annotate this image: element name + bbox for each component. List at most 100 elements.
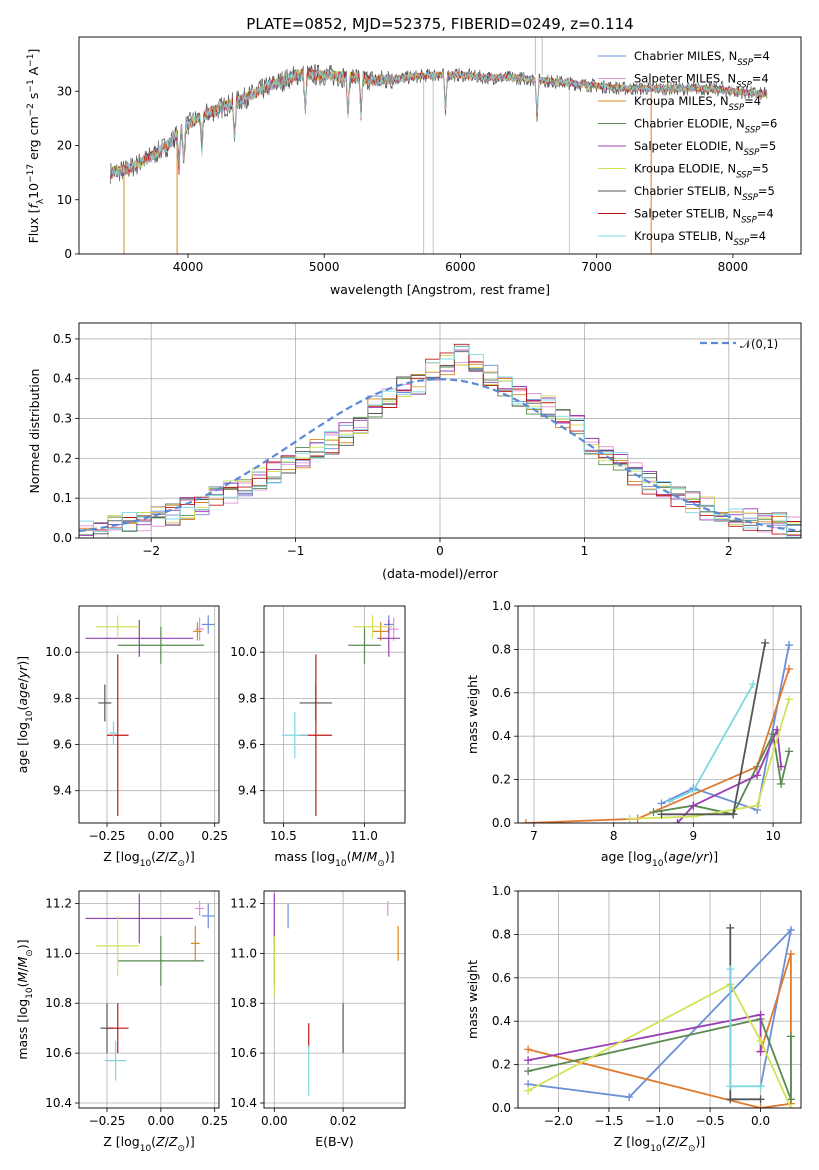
y-tick-label: 10.8 — [230, 996, 257, 1010]
x-tick-label: 8 — [610, 829, 618, 843]
legend-label: Salpeter MILES, NSSP=4 — [634, 72, 769, 91]
x-tick-label: −1.5 — [594, 1114, 623, 1128]
x-tick-label: −0.25 — [89, 829, 126, 843]
y-tick-label: 10.0 — [45, 645, 72, 659]
weight-marker — [665, 797, 674, 806]
label-part: / — [675, 1134, 680, 1149]
y-tick-label: 0.2 — [492, 773, 511, 787]
y-tick-label: 1.0 — [492, 884, 511, 898]
weight-marker — [777, 762, 786, 771]
weight-line — [661, 642, 766, 816]
axis-label: mass [log10(M/M⊙)] — [274, 849, 394, 869]
label-part: Z — [155, 1134, 165, 1149]
spectrum-line — [110, 68, 768, 178]
label-part: 10 — [26, 183, 41, 199]
x-tick-label: 0.00 — [147, 829, 174, 843]
label-part: / — [165, 849, 170, 864]
label-part: −2 — [26, 103, 36, 116]
y-tick-label: 1.0 — [492, 599, 511, 613]
x-tick-label: 0.0 — [751, 1114, 770, 1128]
weight-line — [527, 927, 793, 1099]
x-tick-label: 7 — [530, 829, 538, 843]
legend-num: =5 — [758, 184, 775, 198]
weight-marker — [785, 641, 794, 650]
y-tick-label: 0.0 — [53, 531, 72, 545]
weight-marker — [786, 1104, 795, 1108]
label-part: M — [15, 956, 30, 967]
legend-sub: SSP — [737, 58, 753, 68]
y-axis-label: mass weight — [465, 960, 480, 1039]
legend-label: Chabrier STELIB, NSSP=5 — [634, 184, 775, 203]
y-tick-label: 11.2 — [45, 896, 72, 910]
label-part: E(B-V) — [315, 1134, 354, 1149]
chart-age-vs-Z: −0.25 0.00 0.259.49.69.810.0Z [log10(Z/Z⊙)… — [15, 605, 228, 869]
label-part: erg cm — [26, 116, 41, 164]
plot-frame — [263, 890, 406, 1109]
weight-marker — [689, 786, 698, 795]
axis-label: Flux [fλ10−17 erg cm−2 s−1 A−1] — [26, 49, 46, 244]
chart-residuals: −2 −1 0 1 2 0.0 0.1 0.2 0.3 0.4 0.5 𝒩(0,1) (data-mod… — [27, 322, 802, 581]
weight-marker — [786, 1032, 795, 1041]
weight-marker — [524, 1086, 533, 1095]
x-tick-label: 0.25 — [201, 1114, 228, 1128]
weight-marker — [521, 819, 530, 823]
label-part: 10 — [650, 1144, 662, 1154]
weight-marker — [726, 1082, 735, 1091]
axis-label: Z [log10(Z/Z⊙)] — [103, 1134, 195, 1154]
x-tick-label: −0.25 — [89, 1114, 126, 1128]
legend-label: Kroupa MILES, NSSP=4 — [634, 94, 761, 113]
x-tick-label: −0.5 — [695, 1114, 724, 1128]
y-tick-label: 0.8 — [492, 927, 511, 941]
legend-label: Kroupa STELIB, NSSP=4 — [634, 229, 766, 248]
axis-label: age [log10(age/yr)] — [601, 849, 718, 869]
label-part: ( — [15, 983, 30, 988]
plot-area — [85, 893, 215, 1081]
label-part: f — [26, 203, 41, 209]
legend-text: Kroupa STELIB, N — [634, 229, 734, 243]
weight-marker — [786, 949, 795, 958]
x-tick-label: 8000 — [718, 260, 749, 274]
x-tick-label: −2.0 — [544, 1114, 573, 1128]
label-part: )] — [385, 849, 395, 864]
label-part: / — [165, 1134, 170, 1149]
chart-massweight-vs-Z: −2.0 −1.5 −1.0 −0.5 0.0 0.0 0.2 0.4 0.6 0.8 1.0 Z [… — [465, 884, 802, 1154]
y-tick-label: 10.4 — [45, 1096, 72, 1110]
plot-area — [521, 638, 794, 823]
y-tick-label: 10.6 — [45, 1046, 72, 1060]
label-part: 10 — [335, 859, 347, 869]
label-part: )] — [15, 939, 30, 949]
weight-marker — [689, 801, 698, 810]
y-tick-label: 11.0 — [230, 946, 257, 960]
axis-label: mass [log10(M/M⊙)] — [15, 939, 35, 1059]
label-part: 10 — [25, 710, 35, 722]
y-tick-label: 0.4 — [492, 729, 511, 743]
plot-frame — [517, 890, 802, 1109]
label-part: M — [352, 849, 363, 864]
legend-label: 𝒩(0,1) — [740, 337, 778, 351]
label-part: 10 — [140, 859, 152, 869]
label-part: ( — [151, 1134, 156, 1149]
label-part: Flux [ — [26, 209, 41, 244]
x-tick-label: 6000 — [445, 260, 476, 274]
weight-marker — [524, 1067, 533, 1076]
x-tick-label: 7000 — [581, 260, 612, 274]
legend-label: Chabrier ELODIE, NSSP=6 — [634, 117, 777, 136]
legend-label: Kroupa ELODIE, NSSP=5 — [634, 162, 769, 181]
plot-area — [281, 615, 401, 817]
x-tick-label: −1 — [287, 544, 305, 558]
label-part: ⊙ — [25, 949, 35, 957]
page-title: PLATE=0852, MJD=52375, FIBERID=0249, z=0… — [246, 15, 633, 33]
label-part: age [log — [601, 849, 652, 864]
y-tick-label: 10.0 — [230, 645, 257, 659]
x-tick-label: −2 — [142, 544, 160, 558]
weight-line — [527, 983, 792, 1108]
label-part: )] — [185, 849, 195, 864]
legend-text: Chabrier MILES, N — [634, 49, 737, 63]
label-part: yr — [15, 665, 30, 679]
weight-marker — [756, 1095, 765, 1104]
